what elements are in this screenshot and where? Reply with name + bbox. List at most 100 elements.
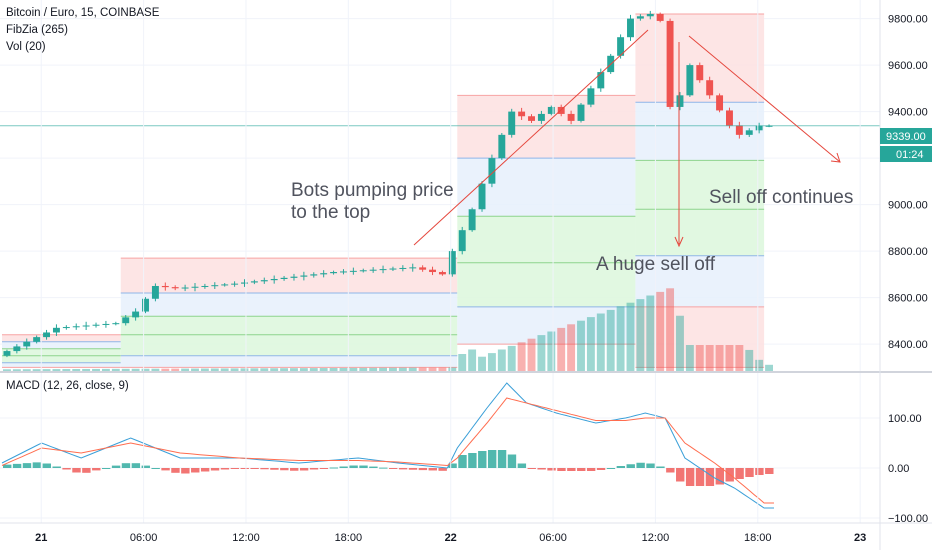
volume-bar (121, 368, 130, 372)
candle-body (518, 111, 526, 117)
volume-bar (260, 368, 269, 372)
macd-histogram-bar (557, 468, 566, 471)
candle-body (587, 88, 595, 105)
macd-histogram-bar (695, 468, 705, 486)
macd-histogram-bar (586, 468, 596, 471)
macd-histogram-bar (448, 463, 457, 468)
macd-histogram-bar (42, 463, 51, 468)
volume-bar (349, 367, 358, 372)
volume-bar (131, 368, 140, 372)
candle-body (339, 271, 347, 273)
last-price-tag[interactable]: 9339.00 01:24 (880, 128, 932, 162)
macd-histogram-bar (260, 468, 269, 470)
candle-body (636, 16, 644, 19)
candle-body (745, 130, 753, 135)
macd-histogram-bar (200, 468, 210, 472)
countdown-timer: 01:24 (896, 149, 924, 161)
fib-band (635, 255, 765, 307)
volume-bar (191, 368, 199, 372)
volume-bar (547, 331, 556, 372)
time-axis-tick: 18:00 (335, 532, 363, 544)
volume-bar (161, 368, 170, 372)
macd-histogram-bar (280, 468, 289, 471)
fib-band (2, 341, 121, 349)
volume-bar (478, 356, 486, 372)
macd-histogram-bar (428, 468, 437, 471)
candle-body (478, 183, 486, 210)
candle-body (419, 267, 427, 270)
arrow-selloff[interactable] (674, 42, 684, 248)
candle-body (221, 284, 229, 286)
volume-bar (725, 345, 734, 372)
candle-body (508, 111, 516, 135)
candle-body (488, 158, 496, 184)
candle-body (686, 65, 694, 96)
volume-bar (319, 368, 328, 372)
macd-histogram-bar (547, 468, 556, 471)
fib-band (120, 334, 458, 356)
candle-body (716, 95, 724, 111)
volume-bar (42, 369, 51, 372)
candle-body (577, 104, 585, 121)
volume-bar (458, 354, 467, 372)
macd-histogram-bar (468, 453, 477, 468)
candle-body (102, 323, 110, 325)
candle-body (617, 37, 625, 56)
volume-bar (339, 367, 348, 372)
candle-body (399, 267, 407, 269)
candle-body (369, 269, 377, 271)
macd-histogram-bar (359, 465, 368, 468)
fib-band (457, 216, 636, 263)
time-axis-tick: 06:00 (539, 532, 567, 544)
fib-band (635, 13, 765, 103)
macd-histogram-bar (369, 466, 378, 468)
arrow-continues[interactable] (688, 35, 841, 163)
candle-body (557, 106, 565, 114)
annotation-selloff: A huge sell off (596, 254, 716, 275)
time-axis-tick: 23 (854, 532, 866, 544)
macd-histogram-bar (705, 468, 715, 486)
volume-bar (151, 368, 160, 372)
macd-histogram-bar (626, 464, 635, 468)
fib-band (635, 209, 765, 256)
candle-body (646, 13, 654, 17)
macd-histogram-bar (250, 468, 259, 469)
volume-bar (606, 309, 615, 372)
volume-bar (577, 320, 585, 372)
macd-histogram-bar (210, 468, 220, 471)
volume-bar (527, 338, 536, 372)
arrow-pump[interactable] (413, 29, 649, 246)
volume-bar (755, 359, 764, 372)
candle-body (458, 230, 466, 252)
macd-histogram-bar (299, 468, 309, 471)
macd-histogram-bar (478, 451, 487, 468)
candle-body (231, 283, 239, 285)
volume-bar (438, 367, 447, 372)
indicator-macd-label[interactable]: MACD (12, 26, close, 9) (6, 380, 129, 392)
volume-bar (557, 327, 566, 372)
macd-histogram-bar (72, 468, 81, 473)
candle-body (676, 95, 684, 107)
macd-histogram-bar (270, 468, 279, 470)
candle-body (310, 274, 318, 276)
candle-body (696, 65, 704, 81)
macd-histogram-bar (537, 468, 546, 470)
fib-band (457, 158, 636, 217)
time-axis-tick: 21 (35, 532, 47, 544)
symbol-title[interactable]: Bitcoin / Euro, 15, COINBASE (6, 7, 160, 19)
macd-pane[interactable] (0, 382, 880, 519)
indicator-fibzia-label[interactable]: FibZia (265) (6, 24, 68, 36)
volume-bar (418, 367, 427, 372)
macd-histogram-bar (220, 468, 230, 470)
volume-bar (646, 295, 655, 372)
candle-body (755, 125, 763, 131)
volume-bar (636, 299, 645, 372)
macd-axis-tick: 100.00 (888, 413, 922, 425)
indicator-volume-label[interactable]: Vol (20) (6, 41, 46, 53)
price-pane[interactable] (0, 10, 880, 372)
volume-bar (359, 367, 368, 372)
volume-bar (299, 368, 308, 372)
volume-bar (22, 369, 31, 372)
price-axis-tick: 8400.00 (888, 339, 928, 351)
